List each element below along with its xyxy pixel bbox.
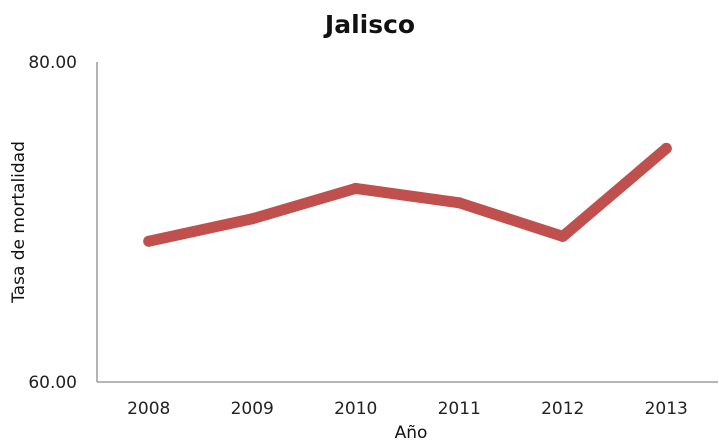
data-point [350, 182, 362, 194]
data-point [453, 197, 465, 209]
x-tick-label: 2009 [231, 399, 274, 419]
x-tick-label: 2013 [645, 399, 688, 419]
series-layer [143, 142, 672, 247]
data-point [557, 230, 569, 242]
data-point [246, 213, 258, 225]
x-tick-label: 2010 [334, 399, 377, 419]
x-tick-label: 2012 [541, 399, 584, 419]
x-tick-label: 2011 [438, 399, 481, 419]
chart-title: Jalisco [323, 10, 415, 39]
series-line [143, 142, 672, 247]
y-axis-ticks: 60.00 80.00 [28, 53, 77, 393]
x-tick-label: 2008 [127, 399, 170, 419]
y-tick-label: 60.00 [28, 373, 77, 393]
x-axis-ticks: 2008 2009 2010 2011 2012 2013 [127, 399, 688, 419]
y-axis-title: Tasa de mortalidad [9, 141, 29, 304]
x-axis-title: Año [395, 423, 428, 442]
y-tick-label: 80.00 [28, 53, 77, 73]
data-point [143, 235, 155, 247]
data-point [660, 142, 672, 154]
